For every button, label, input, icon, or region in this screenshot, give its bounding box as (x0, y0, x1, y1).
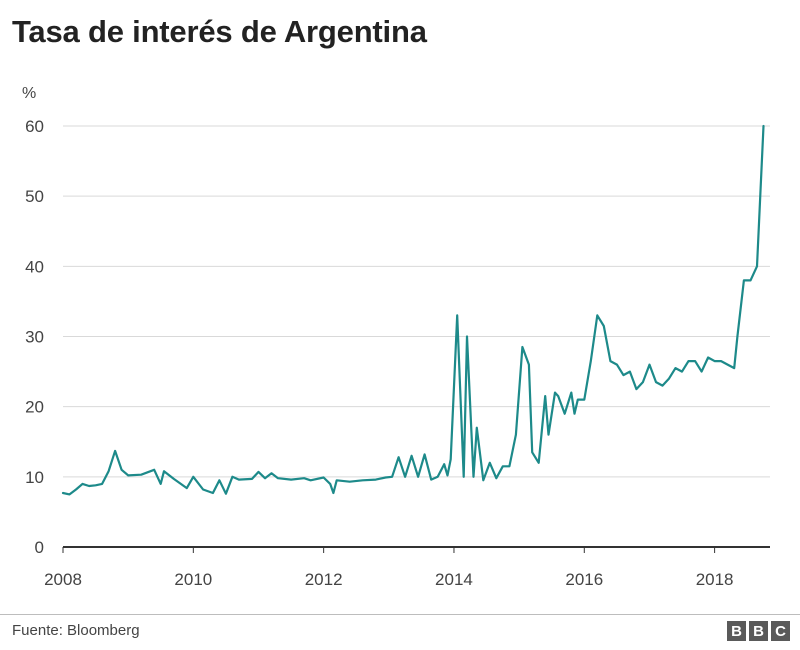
y-tick-label: 30 (25, 328, 44, 347)
bbc-logo-letter: C (771, 621, 790, 641)
x-axis-ticks: 2008 2010 2012 2014 2016 2018 (44, 547, 734, 589)
bbc-logo: B B C (727, 621, 790, 641)
bbc-logo-letter: B (749, 621, 768, 641)
y-axis-ticks: 0 10 20 30 40 50 60 (25, 117, 44, 557)
x-tick-label: 2014 (435, 570, 473, 589)
source-note: Fuente: Bloomberg (12, 622, 140, 639)
x-tick-label: 2008 (44, 570, 82, 589)
y-tick-label: 10 (25, 468, 44, 487)
x-tick-label: 2010 (174, 570, 212, 589)
gridlines (63, 125, 770, 548)
series-layer (61, 124, 765, 496)
bbc-logo-letter: B (727, 621, 746, 641)
x-tick-label: 2016 (565, 570, 603, 589)
y-axis-unit-label: % (22, 85, 36, 102)
y-tick-label: 40 (25, 257, 44, 276)
y-tick-label: 50 (25, 187, 44, 206)
y-tick-label: 60 (25, 117, 44, 136)
x-tick-label: 2018 (696, 570, 734, 589)
series-line (61, 124, 765, 496)
x-tick-label: 2012 (305, 570, 343, 589)
chart-area: 0 10 20 30 40 50 60 2008 2010 2012 2014 2016 2018 % (22, 85, 770, 589)
y-tick-label: 0 (35, 538, 44, 557)
chart-title: Tasa de interés de Argentina (12, 14, 427, 49)
footer-divider (0, 614, 800, 615)
y-tick-label: 20 (25, 398, 44, 417)
